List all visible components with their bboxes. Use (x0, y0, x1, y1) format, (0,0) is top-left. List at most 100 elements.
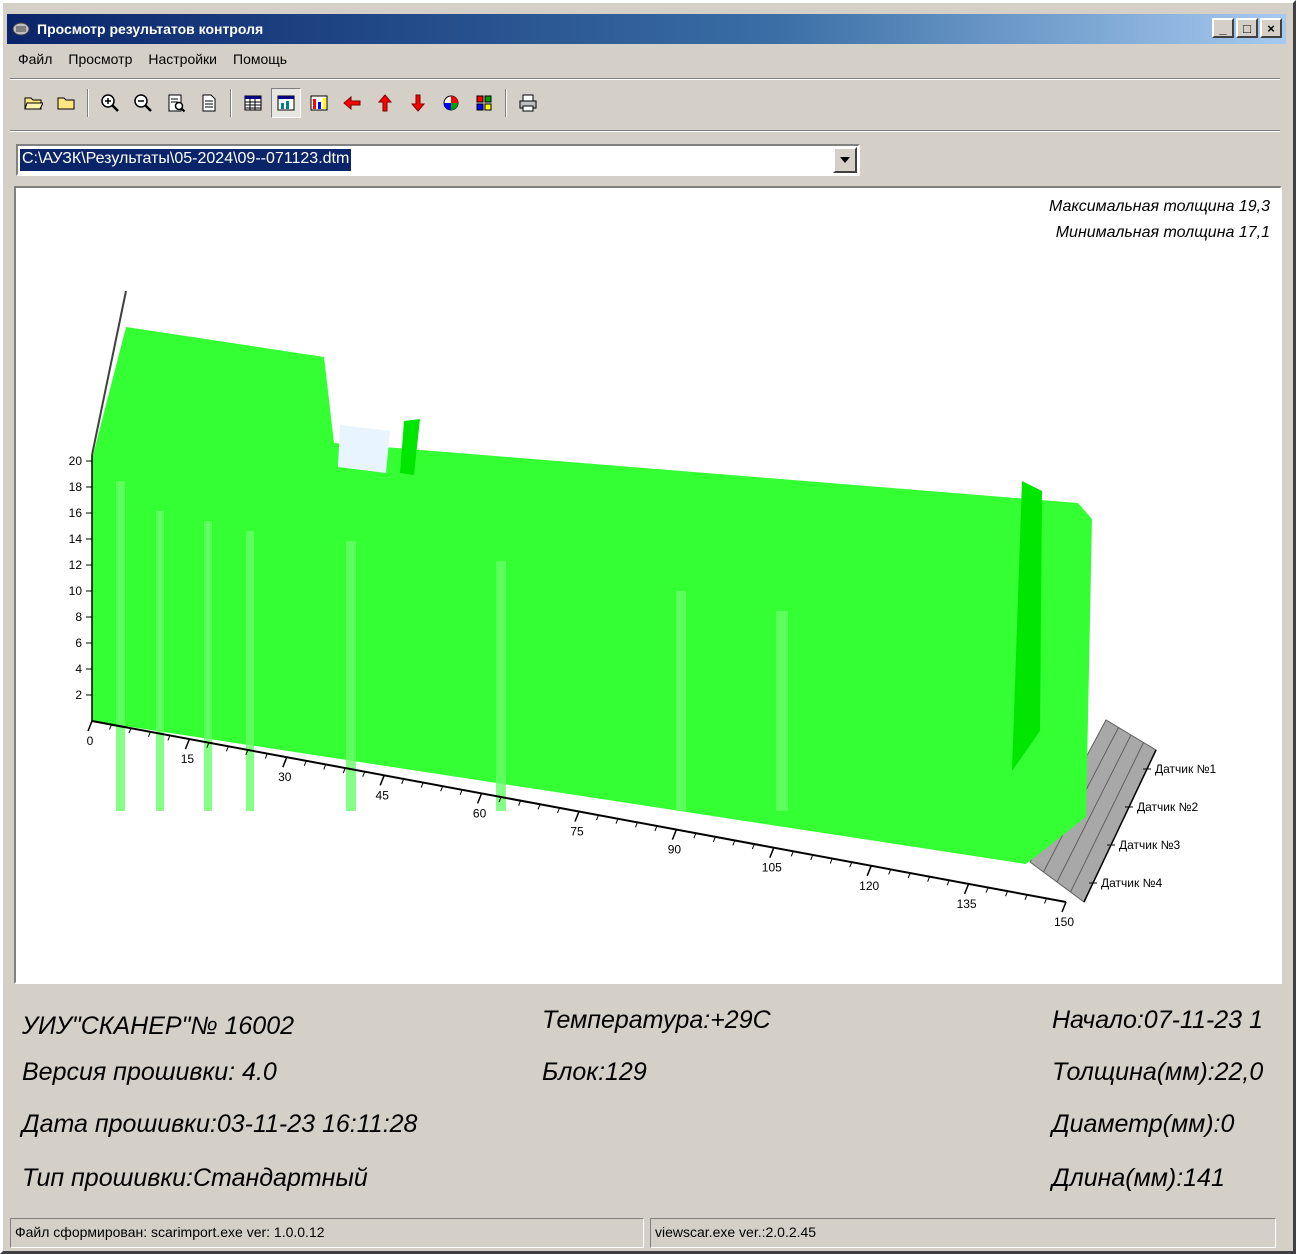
arrow-up-button[interactable] (370, 88, 400, 118)
dropdown-button[interactable] (833, 147, 857, 173)
temperature-label: Температура:+29С (542, 1006, 771, 1034)
settings-button[interactable] (469, 88, 499, 118)
start-label: Начало:07-11-23 1 (1052, 1006, 1263, 1034)
x-tick-label: 0 (87, 734, 94, 748)
surface-highlight (496, 561, 506, 811)
x-tick-mark (671, 829, 678, 840)
x-tick-mark (1061, 901, 1067, 913)
surface-highlight (156, 511, 164, 811)
folder-button[interactable] (51, 88, 81, 118)
file-path-combobox[interactable]: C:\АУЗК\Результаты\05-2024\09--071123.dt… (16, 144, 860, 176)
surface-edge (1012, 481, 1042, 771)
x-minor-tick (362, 771, 366, 777)
graph-view-button[interactable] (271, 88, 301, 118)
length-label: Длина(мм):141 (1052, 1164, 1225, 1192)
toolbar-separator (10, 130, 1280, 132)
thickness-label: Толщина(мм):22,0 (1052, 1058, 1264, 1086)
x-minor-tick (147, 731, 151, 738)
x-minor-tick (596, 814, 599, 821)
x-minor-tick (829, 858, 833, 864)
palette-button[interactable] (436, 88, 466, 118)
menu-help[interactable]: Помощь (233, 51, 288, 67)
zoom-in-button[interactable] (95, 88, 125, 118)
surface-highlight (776, 611, 788, 811)
thickness-3d-chart: 2 4 6 8 10 12 14 16 18 20 0 15 30 45 60 75 90 105 120 135 15… (69, 290, 1216, 929)
surface-gap (338, 425, 390, 473)
menu-bar: Файл Просмотр Настройки Помощь (10, 48, 295, 72)
status-bar: Файл сформирован: scarimport.exe ver: 1.… (10, 1218, 1276, 1248)
x-tick-mark (866, 865, 872, 877)
max-thickness-label: Максимальная толщина 19,3 (1048, 198, 1270, 215)
page-button[interactable] (194, 88, 224, 118)
y-tick-label: 18 (69, 480, 83, 494)
chart-view-panel[interactable]: Максимальная толщина 19,3 Минимальная то… (14, 186, 1282, 984)
table-button[interactable] (238, 88, 268, 118)
toolbar-separator (230, 89, 232, 117)
open-folder-button[interactable] (18, 88, 48, 118)
x-tick-label: 30 (278, 770, 292, 784)
y-tick-label: 16 (69, 506, 83, 520)
x-tick-label: 120 (859, 879, 879, 893)
x-minor-tick (518, 800, 522, 806)
x-tick-mark (769, 847, 775, 858)
close-button[interactable]: × (1260, 18, 1282, 38)
x-minor-tick (634, 822, 638, 828)
x-minor-tick (927, 876, 931, 882)
x-tick-label: 45 (376, 788, 390, 802)
depth-tick-label: Датчик №1 (1155, 762, 1216, 776)
x-minor-tick (849, 861, 853, 868)
x-tick-label: 135 (957, 897, 977, 911)
x-minor-tick (946, 880, 950, 886)
arrow-down-button[interactable] (403, 88, 433, 118)
table-icon (244, 95, 262, 111)
surface-highlight (246, 531, 254, 811)
app-icon (12, 22, 30, 36)
x-minor-tick (790, 851, 794, 857)
page-zoom-icon (168, 94, 186, 113)
open-folder-icon (24, 97, 43, 110)
y-tick-label: 12 (69, 558, 83, 572)
depth-axis-line (1083, 749, 1157, 903)
x-minor-tick (751, 843, 755, 850)
menu-separator (10, 78, 1280, 80)
x-tick-mark (963, 883, 970, 895)
maximize-button[interactable]: □ (1236, 18, 1258, 38)
menu-file[interactable]: Файл (18, 51, 53, 67)
x-minor-tick (245, 749, 249, 756)
zoom-out-button[interactable] (128, 88, 158, 118)
menu-view[interactable]: Просмотр (68, 51, 133, 67)
depth-tick-label: Датчик №4 (1101, 876, 1162, 890)
bars-button[interactable] (304, 88, 334, 118)
surface-highlight (676, 591, 686, 811)
x-minor-tick (225, 746, 229, 752)
toolbar-separator (505, 89, 507, 117)
x-tick-mark (282, 756, 288, 768)
settings-icon (476, 95, 492, 111)
page-zoom-button[interactable] (161, 88, 191, 118)
min-thickness-label: Минимальная толщина 17,1 (1055, 224, 1270, 241)
zoom-out-icon (134, 94, 152, 112)
print-button[interactable] (513, 88, 543, 118)
y-tick-label: 10 (69, 584, 83, 598)
status-generator: Файл сформирован: scarimport.exe ver: 1.… (10, 1218, 644, 1248)
status-viewer-version: viewscar.exe ver.:2.0.2.45 (650, 1218, 1276, 1248)
title-bar[interactable]: Просмотр результатов контроля _ □ × (7, 14, 1286, 44)
x-tick-mark (87, 720, 93, 732)
x-minor-tick (1005, 890, 1009, 897)
arrow-left-button[interactable] (337, 88, 367, 118)
window-title: Просмотр результатов контроля (37, 21, 264, 37)
menu-settings[interactable]: Настройки (148, 51, 218, 67)
firmware-date-label: Дата прошивки:03-11-23 16:11:28 (22, 1110, 418, 1138)
y-tick-label: 20 (69, 454, 83, 468)
x-minor-tick (303, 760, 307, 767)
file-path-value: C:\АУЗК\Результаты\05-2024\09--071123.dt… (20, 149, 352, 171)
x-minor-tick (810, 854, 814, 861)
x-minor-tick (907, 872, 911, 879)
y-tick-label: 4 (75, 662, 82, 676)
block-label: Блок:129 (542, 1058, 647, 1086)
x-minor-tick (1044, 898, 1047, 904)
firmware-version-label: Версия прошивки: 4.0 (22, 1058, 277, 1086)
x-tick-label: 60 (473, 806, 487, 820)
x-minor-tick (615, 818, 619, 824)
minimize-button[interactable]: _ (1212, 18, 1234, 38)
